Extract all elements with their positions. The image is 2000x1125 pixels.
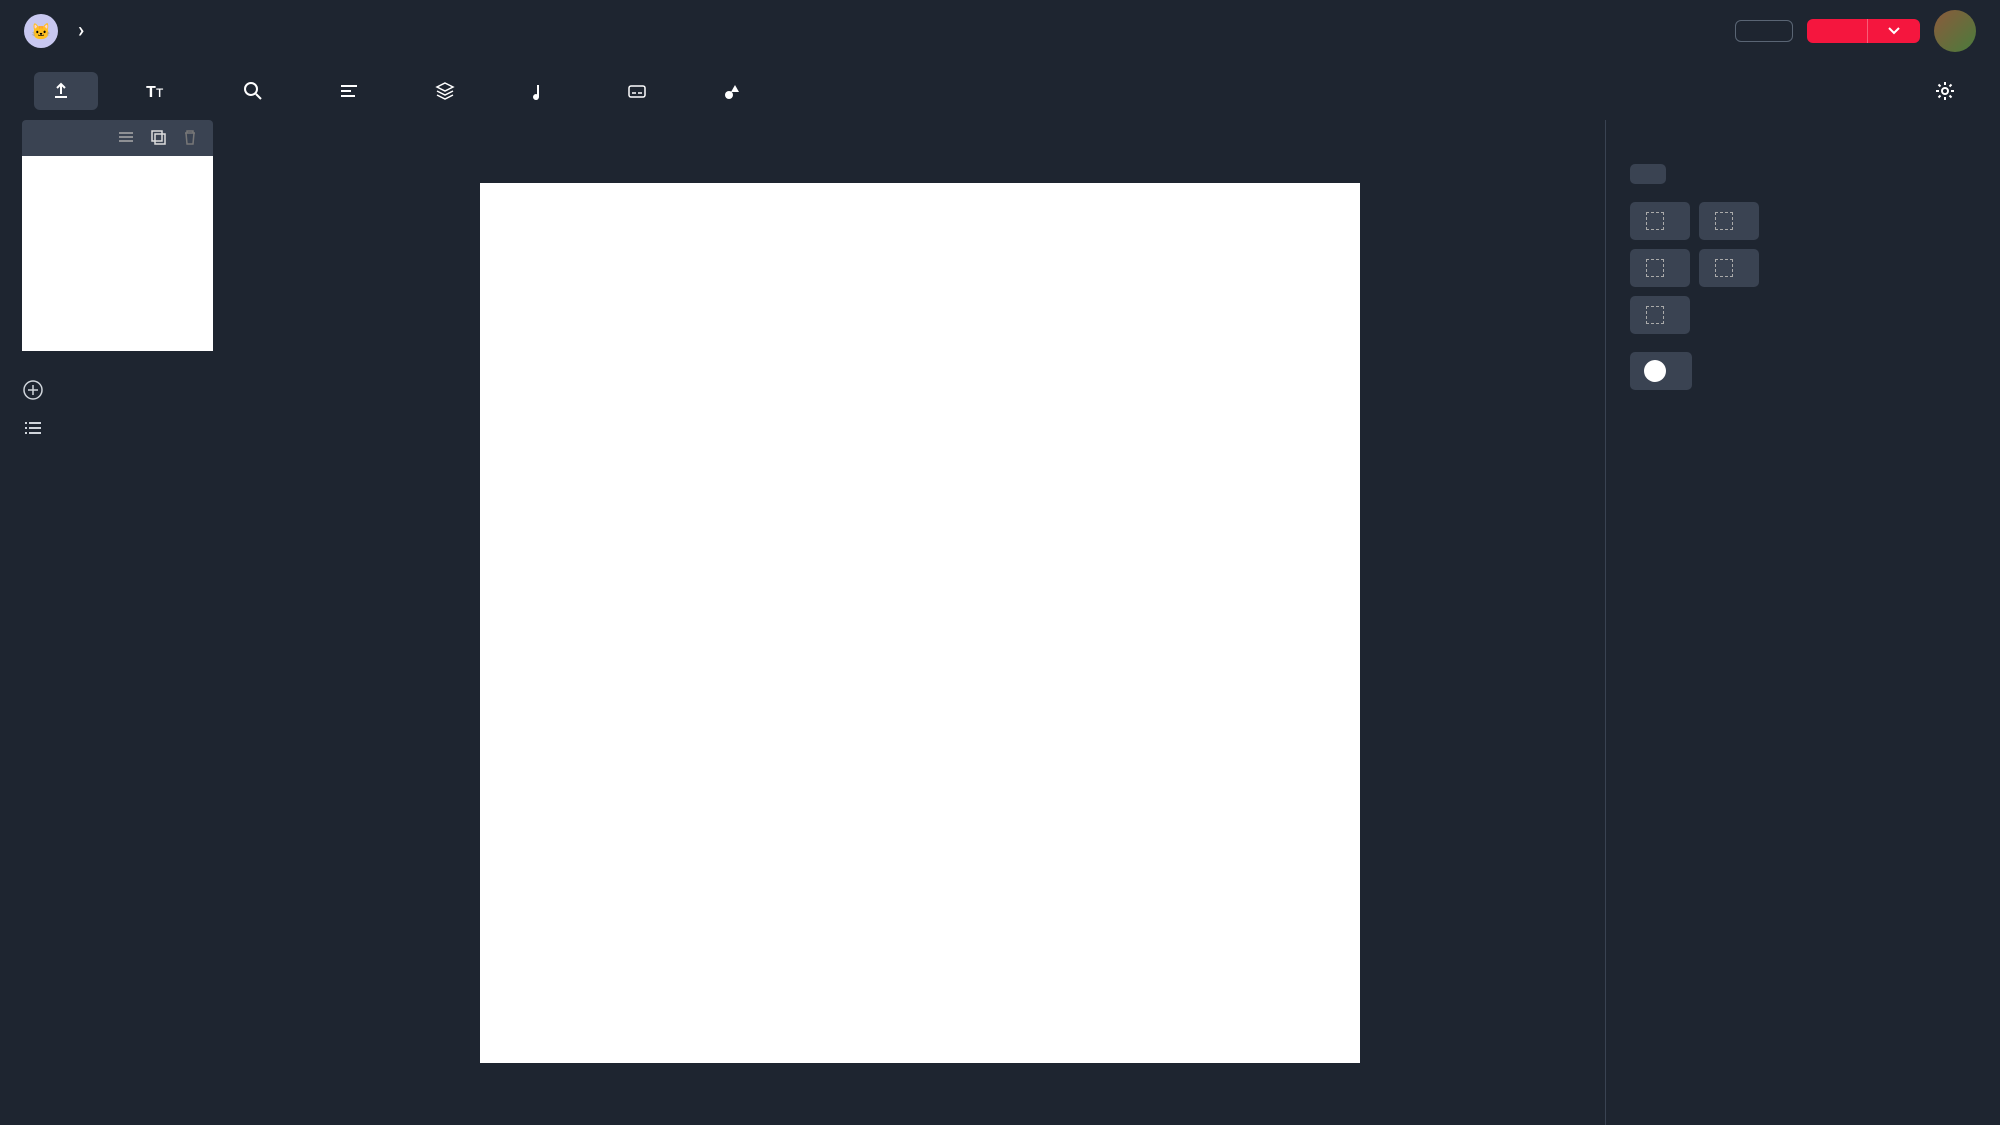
pad-top-icon bbox=[1646, 212, 1664, 230]
gear-icon bbox=[1934, 80, 1956, 102]
view-all-button[interactable] bbox=[22, 409, 213, 447]
chevron-down-icon bbox=[1886, 22, 1902, 38]
settings-button[interactable] bbox=[1934, 80, 1966, 102]
scene-tools bbox=[22, 120, 213, 156]
remove-padding-button[interactable] bbox=[1630, 296, 1690, 334]
add-scene-button[interactable] bbox=[22, 371, 213, 409]
export-dropdown-button[interactable] bbox=[1867, 19, 1920, 43]
user-avatar[interactable] bbox=[1934, 10, 1976, 52]
pad-top-button[interactable] bbox=[1630, 202, 1690, 240]
breadcrumb: › bbox=[72, 19, 90, 43]
app-logo[interactable]: 🐱 bbox=[24, 14, 58, 48]
delete-scene-icon[interactable] bbox=[181, 128, 201, 148]
share-button[interactable] bbox=[1735, 20, 1793, 42]
svg-text:T: T bbox=[156, 86, 164, 100]
pad-left-icon bbox=[1646, 259, 1664, 277]
pad-right-icon bbox=[1715, 259, 1733, 277]
plus-circle-icon bbox=[22, 379, 44, 401]
upload-button[interactable] bbox=[34, 72, 98, 110]
export-button[interactable] bbox=[1807, 19, 1867, 43]
images-button[interactable] bbox=[226, 72, 290, 110]
audio-button[interactable] bbox=[514, 72, 578, 110]
upload-icon bbox=[50, 80, 72, 102]
scenes-button[interactable] bbox=[418, 72, 482, 110]
pad-bottom-icon bbox=[1715, 212, 1733, 230]
text-icon: TT bbox=[146, 80, 168, 102]
remove-padding-icon bbox=[1646, 306, 1664, 324]
pad-right-button[interactable] bbox=[1699, 249, 1759, 287]
shapes-icon bbox=[722, 80, 744, 102]
pad-bottom-button[interactable] bbox=[1699, 202, 1759, 240]
elements-button[interactable] bbox=[706, 72, 770, 110]
background-hex-input[interactable] bbox=[1630, 352, 1692, 390]
background-swatch bbox=[1644, 360, 1666, 382]
text-button[interactable]: TT bbox=[130, 72, 194, 110]
breadcrumb-separator: › bbox=[78, 19, 84, 43]
audio-icon bbox=[530, 80, 552, 102]
pad-left-button[interactable] bbox=[1630, 249, 1690, 287]
list-icon bbox=[22, 417, 44, 439]
timeline-button[interactable] bbox=[322, 72, 386, 110]
reorder-icon[interactable] bbox=[117, 128, 137, 148]
custom-size-button[interactable] bbox=[1630, 164, 1666, 184]
scene-thumbnail[interactable] bbox=[22, 156, 213, 351]
canvas-area bbox=[235, 120, 1605, 1125]
subtitles-icon bbox=[626, 80, 648, 102]
timeline-icon bbox=[338, 80, 360, 102]
svg-text:T: T bbox=[146, 82, 156, 101]
layers-icon bbox=[434, 80, 456, 102]
subtitles-button[interactable] bbox=[610, 72, 674, 110]
search-icon bbox=[242, 80, 264, 102]
duplicate-icon[interactable] bbox=[149, 128, 169, 148]
canvas[interactable] bbox=[480, 183, 1360, 1063]
